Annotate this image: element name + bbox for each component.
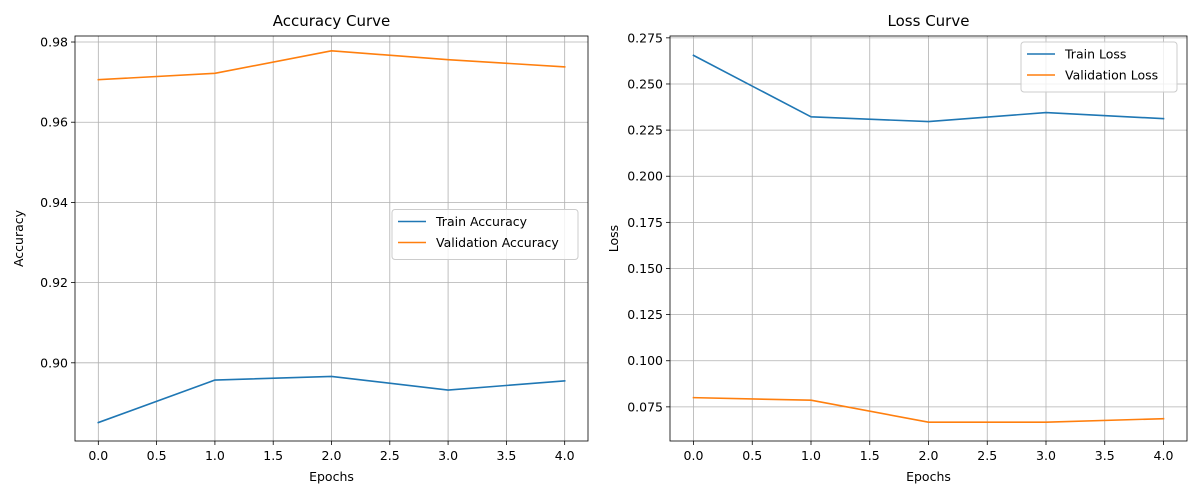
y-tick-label: 0.200 bbox=[627, 169, 663, 184]
legend-box bbox=[391, 209, 579, 260]
x-tick-label: 0.0 bbox=[684, 448, 704, 463]
y-tick-label: 0.94 bbox=[40, 195, 68, 210]
y-tick-label: 0.275 bbox=[627, 30, 663, 45]
accuracy-chart: 0.0 0.5 1.0 1.5 2.0 2.5 3.0 3.5 4.0 0.90 0.92 0.94 0… bbox=[11, 12, 589, 484]
y-tick-label: 0.98 bbox=[40, 35, 68, 50]
y-tick-label: 0.075 bbox=[627, 399, 663, 414]
series-line-0 bbox=[97, 375, 566, 424]
y-tick-label: 0.92 bbox=[40, 275, 68, 290]
y-tick-label: 0.225 bbox=[627, 123, 663, 138]
x-tick-label: 2.0 bbox=[322, 448, 342, 463]
x-tick-label: 2.5 bbox=[977, 448, 997, 463]
x-tick-label: 3.0 bbox=[1036, 448, 1056, 463]
x-tick-label: 2.0 bbox=[919, 448, 939, 463]
chart-title: Accuracy Curve bbox=[273, 12, 391, 30]
x-tick-label: 2.5 bbox=[380, 448, 400, 463]
chart-title: Loss Curve bbox=[888, 12, 970, 30]
y-axis-label: Loss bbox=[606, 225, 621, 252]
y-tick-label: 0.175 bbox=[627, 215, 663, 230]
y-tick-label: 0.150 bbox=[627, 261, 663, 276]
x-tick-label: 3.5 bbox=[496, 448, 516, 463]
legend-label-0: Train Loss bbox=[1064, 47, 1126, 62]
x-tick-label: 1.0 bbox=[205, 448, 225, 463]
y-tick-label: 0.125 bbox=[627, 307, 663, 322]
y-tick-label: 0.96 bbox=[40, 115, 68, 130]
x-tick-label: 0.0 bbox=[88, 448, 108, 463]
y-axis-label: Accuracy bbox=[11, 209, 26, 267]
x-tick-label: 3.0 bbox=[438, 448, 458, 463]
x-axis-label: Epochs bbox=[309, 469, 354, 484]
y-tick-label: 0.100 bbox=[627, 353, 663, 368]
legend-label-0: Train Accuracy bbox=[435, 214, 528, 229]
x-tick-label: 3.5 bbox=[1095, 448, 1115, 463]
loss-chart: 0.0 0.5 1.0 1.5 2.0 2.5 3.0 3.5 4.0 0.075 0.100 0.1… bbox=[606, 12, 1188, 484]
x-tick-label: 4.0 bbox=[1154, 448, 1174, 463]
legend-box bbox=[1020, 41, 1178, 93]
y-tick-label: 0.250 bbox=[627, 76, 663, 91]
x-tick-label: 1.5 bbox=[860, 448, 880, 463]
x-tick-label: 0.5 bbox=[742, 448, 762, 463]
series-line-1 bbox=[692, 396, 1165, 423]
y-tick-label: 0.90 bbox=[40, 355, 68, 370]
x-tick-label: 0.5 bbox=[147, 448, 167, 463]
x-tick-label: 4.0 bbox=[555, 448, 575, 463]
legend-label-1: Validation Loss bbox=[1065, 68, 1158, 83]
legend-label-1: Validation Accuracy bbox=[436, 235, 559, 250]
series-line-0 bbox=[692, 54, 1165, 123]
x-tick-label: 1.5 bbox=[263, 448, 283, 463]
series-line-1 bbox=[97, 50, 566, 81]
x-tick-label: 1.0 bbox=[801, 448, 821, 463]
x-axis-label: Epochs bbox=[906, 469, 951, 484]
